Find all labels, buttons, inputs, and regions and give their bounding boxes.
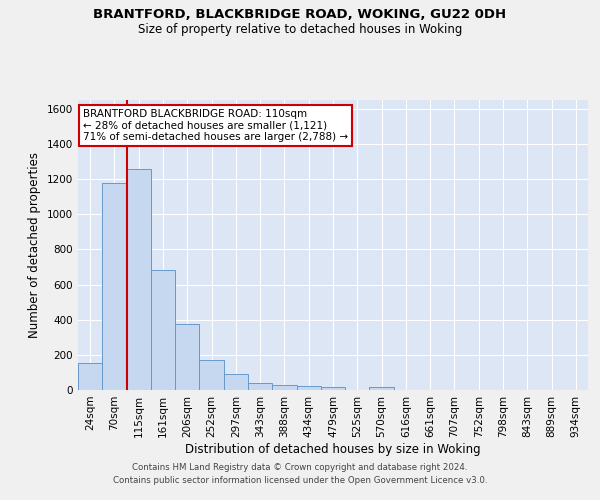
Text: Contains HM Land Registry data © Crown copyright and database right 2024.: Contains HM Land Registry data © Crown c…	[132, 464, 468, 472]
Bar	[296, 386, 321, 390]
X-axis label: Distribution of detached houses by size in Woking: Distribution of detached houses by size …	[185, 442, 481, 456]
Text: Size of property relative to detached houses in Woking: Size of property relative to detached ho…	[138, 22, 462, 36]
Bar	[248, 384, 272, 390]
Text: BRANTFORD BLACKBRIDGE ROAD: 110sqm
← 28% of detached houses are smaller (1,121)
: BRANTFORD BLACKBRIDGE ROAD: 110sqm ← 28%…	[83, 108, 348, 142]
Bar	[224, 374, 248, 390]
Bar	[175, 324, 199, 390]
Text: Contains public sector information licensed under the Open Government Licence v3: Contains public sector information licen…	[113, 476, 487, 485]
Bar	[199, 360, 224, 390]
Bar	[151, 270, 175, 390]
Y-axis label: Number of detached properties: Number of detached properties	[28, 152, 41, 338]
Bar	[370, 388, 394, 390]
Bar	[78, 363, 102, 390]
Text: BRANTFORD, BLACKBRIDGE ROAD, WOKING, GU22 0DH: BRANTFORD, BLACKBRIDGE ROAD, WOKING, GU2…	[94, 8, 506, 20]
Bar	[272, 385, 296, 390]
Bar	[102, 184, 127, 390]
Bar	[321, 388, 345, 390]
Bar	[127, 168, 151, 390]
